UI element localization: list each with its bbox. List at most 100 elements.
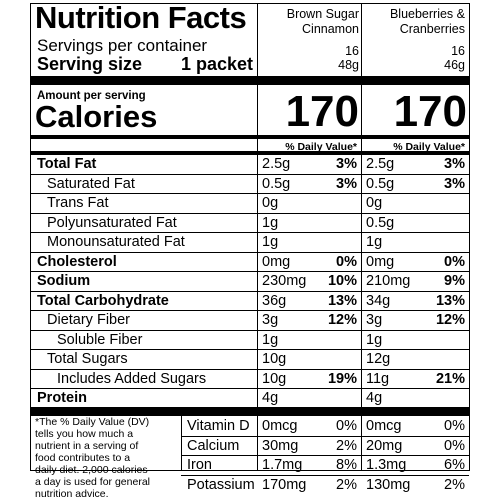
- column-divider: [361, 4, 362, 470]
- column-1-dv: 3%: [336, 175, 357, 192]
- nutrient-label: Includes Added Sugars: [57, 370, 207, 387]
- column-1-servings: 16 48g: [257, 44, 359, 72]
- vitamin-label: Calcium: [187, 437, 240, 454]
- vitamin-row-divider: [181, 474, 469, 476]
- column-2-amtount: 0g: [366, 195, 383, 211]
- thick-divider: [31, 76, 469, 85]
- vitamin-row-divider: [181, 435, 469, 437]
- nutrient-label: Cholesterol: [37, 253, 117, 270]
- nutrient-label: Soluble Fiber: [57, 331, 143, 348]
- column-2-dv: 21%: [435, 370, 465, 387]
- column-2-amtount: 0.5g: [366, 214, 395, 231]
- footnote-divider: [181, 416, 182, 470]
- title: Nutrition Facts: [35, 0, 247, 35]
- footnote-line: a day is used for general: [35, 476, 150, 488]
- row-divider: [31, 290, 469, 292]
- column-1-amtount: 1g: [262, 234, 279, 250]
- vitamin-label: Iron: [187, 457, 212, 473]
- column-1-name-line2: Cinnamon: [302, 22, 359, 36]
- column-2-dv-header: % Daily Value*: [393, 141, 465, 153]
- row-divider: [31, 310, 469, 311]
- footnote-line: tells you how much a: [35, 428, 134, 440]
- nutrient-label: Sodium: [37, 273, 91, 289]
- vitamin-label: Potassium: [187, 476, 255, 493]
- vitamin-c2-amt: 20mg: [366, 437, 403, 454]
- column-2-dv: 3%: [444, 156, 465, 172]
- column-1-amtount: 4g: [262, 390, 279, 406]
- column-2-amtount: 210mg: [366, 273, 411, 289]
- vitamin-row-divider: [181, 455, 469, 456]
- vitamin-c2-amt: 130mg: [366, 476, 411, 493]
- serving-size-label: Serving size: [37, 54, 143, 74]
- column-2-dv: 0%: [444, 253, 465, 270]
- column-2-servings: 16 46g: [367, 44, 465, 72]
- column-1-amtount: 1g: [262, 331, 279, 348]
- row-divider: [31, 251, 469, 253]
- vitamin-c2-dv: 0%: [444, 418, 465, 434]
- footnote: *The % Daily Value (DV) tells you how mu…: [35, 416, 181, 500]
- column-2-amtount: 34g: [366, 292, 391, 309]
- nutrient-label: Saturated Fat: [47, 175, 135, 192]
- column-2-name-line2: Cranberries: [399, 22, 465, 36]
- column-2-amtount: 1g: [366, 234, 383, 250]
- vitamin-label: Vitamin D: [187, 418, 250, 434]
- column-divider: [257, 4, 258, 470]
- column-2-amtount: 0.5g: [366, 175, 395, 192]
- column-1-dv: 0%: [336, 253, 357, 270]
- row-divider: [31, 212, 469, 214]
- column-2-amtount: 11g: [366, 370, 390, 387]
- row-divider: [31, 151, 469, 155]
- nutrient-label: Total Carbohydrate: [37, 292, 169, 309]
- row-divider: [31, 232, 469, 233]
- amount-per-serving: Amount per serving: [37, 90, 146, 102]
- column-1-amtount: 1g: [262, 214, 279, 231]
- thick-divider-bottom: [31, 407, 469, 416]
- column-2-name: Blueberries & Cranberries: [367, 7, 465, 37]
- column-1-amtount: 3g: [262, 312, 279, 328]
- nutrient-label: Monounsaturated Fat: [47, 234, 185, 250]
- column-1-name-line1: Brown Sugar: [286, 7, 359, 21]
- vitamin-c2-dv: 2%: [444, 476, 465, 493]
- vitamin-c1-dv: 2%: [336, 437, 357, 454]
- column-2-name-line1: Blueberries &: [389, 7, 465, 21]
- column-1-name: Brown Sugar Cinnamon: [257, 7, 359, 37]
- column-1-amtount: 2.5g: [262, 156, 291, 172]
- footnote-line: nutrition advice.: [35, 488, 109, 500]
- vitamin-c1-dv: 0%: [336, 418, 357, 434]
- column-1-amtount: 0g: [262, 195, 279, 211]
- column-2-serving-size: 46g: [444, 58, 465, 72]
- column-2-amtount: 2.5g: [366, 156, 395, 172]
- nutrient-label: Dietary Fiber: [47, 312, 130, 328]
- vitamin-c1-dv: 2%: [336, 476, 357, 493]
- row-divider: [31, 173, 469, 175]
- column-2-amtount: 12g: [366, 351, 391, 367]
- medium-divider: [31, 135, 469, 139]
- vitamin-c2-amt: 1.3mg: [366, 457, 407, 473]
- vitamin-c1-amt: 170mg: [262, 476, 307, 493]
- column-1-amtount: 36g: [262, 292, 287, 309]
- vitamin-c2-dv: 0%: [444, 437, 465, 454]
- nutrient-label: Total Sugars: [47, 351, 128, 367]
- column-1-amtount: 10g: [262, 370, 287, 387]
- column-1-amtount: 0.5g: [262, 175, 291, 192]
- nutrient-label: Total Fat: [37, 156, 97, 172]
- column-1-amtount: 10g: [262, 351, 287, 367]
- column-2-dv: 12%: [435, 312, 465, 328]
- column-1-dv: 13%: [327, 292, 357, 309]
- column-2-amtount: 0mg: [366, 253, 395, 270]
- nutrient-label: Protein: [37, 390, 87, 406]
- column-2-amtount: 1g: [366, 331, 383, 348]
- footnote-line: nutrient in a serving of: [35, 440, 139, 452]
- nutrient-label: Trans Fat: [47, 195, 109, 211]
- footnote-line: daily diet. 2,000 calories: [35, 464, 148, 476]
- vitamin-c1-amt: 30mg: [262, 437, 299, 454]
- row-divider: [31, 329, 469, 331]
- column-1-dv: 10%: [327, 273, 357, 289]
- column-2-amtount: 3g: [366, 312, 383, 328]
- vitamin-c1-amt: 1.7mg: [262, 457, 303, 473]
- column-1-dv-header: % Daily Value*: [285, 141, 357, 153]
- column-1-serving-size: 48g: [338, 58, 359, 72]
- vitamin-c2-amt: 0mcg: [366, 418, 402, 434]
- nutrition-facts-label: Nutrition Facts Servings per container S…: [30, 0, 470, 500]
- column-1-calories: 170: [285, 87, 359, 136]
